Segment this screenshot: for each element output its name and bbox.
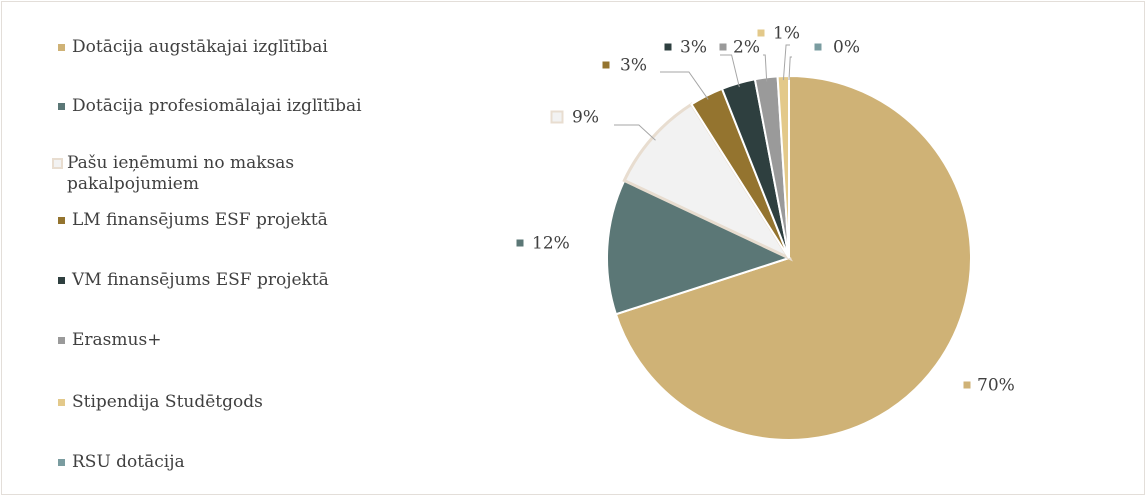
data-label: 3% bbox=[680, 38, 707, 58]
legend-swatch bbox=[58, 44, 65, 51]
legend-label: Stipendija Studētgods bbox=[72, 392, 263, 412]
label-swatch bbox=[602, 61, 610, 69]
label-swatch bbox=[719, 43, 727, 51]
legend-swatch bbox=[58, 217, 65, 224]
data-label: 9% bbox=[572, 108, 599, 128]
data-label: 2% bbox=[733, 38, 760, 58]
leader-line bbox=[782, 44, 790, 81]
leader-line bbox=[660, 71, 709, 100]
leader-line bbox=[763, 54, 768, 82]
legend-item: Stipendija Studētgods bbox=[52, 392, 263, 413]
pie-slice bbox=[614, 74, 972, 441]
legend-label: Erasmus+ bbox=[72, 330, 162, 350]
label-swatch bbox=[757, 29, 765, 37]
label-swatch bbox=[814, 43, 822, 51]
data-label: 3% bbox=[620, 56, 647, 76]
legend-item: Dotācija augstākajai izglītībai bbox=[52, 37, 328, 58]
leader-line bbox=[788, 56, 792, 81]
legend-swatch bbox=[52, 158, 63, 169]
label-swatch bbox=[550, 110, 564, 124]
legend-swatch bbox=[58, 399, 65, 406]
label-swatch bbox=[516, 239, 524, 247]
label-swatch bbox=[664, 43, 672, 51]
legend-label: RSU dotācija bbox=[72, 452, 185, 472]
legend-item: RSU dotācija bbox=[52, 452, 185, 473]
leader-line bbox=[614, 124, 656, 141]
leader-line bbox=[720, 54, 740, 88]
legend-item: Pašu ieņēmumi no maksas pakalpojumiem bbox=[52, 153, 382, 195]
legend-label: VM finansējums ESF projektā bbox=[72, 270, 329, 290]
legend-item: LM finansējums ESF projektā bbox=[52, 210, 328, 231]
data-label: 70% bbox=[977, 376, 1015, 396]
legend-item: VM finansējums ESF projektā bbox=[52, 270, 329, 291]
data-label: 0% bbox=[833, 38, 860, 58]
legend-label: Dotācija profesiomālajai izglītībai bbox=[72, 96, 362, 116]
data-label: 1% bbox=[773, 24, 800, 44]
legend-item: Dotācija profesiomālajai izglītībai bbox=[52, 96, 362, 117]
label-swatch bbox=[963, 381, 971, 389]
legend-label: Dotācija augstākajai izglītībai bbox=[72, 37, 328, 57]
pie-slice bbox=[606, 179, 792, 316]
legend-swatch bbox=[58, 103, 65, 110]
legend-swatch bbox=[58, 277, 65, 284]
legend-label: Pašu ieņēmumi no maksas pakalpojumiem bbox=[67, 153, 295, 194]
legend-swatch bbox=[58, 337, 65, 344]
legend-swatch bbox=[58, 459, 65, 466]
data-label: 12% bbox=[532, 234, 570, 254]
legend-label: LM finansējums ESF projektā bbox=[72, 210, 328, 230]
legend-item: Erasmus+ bbox=[52, 330, 161, 351]
